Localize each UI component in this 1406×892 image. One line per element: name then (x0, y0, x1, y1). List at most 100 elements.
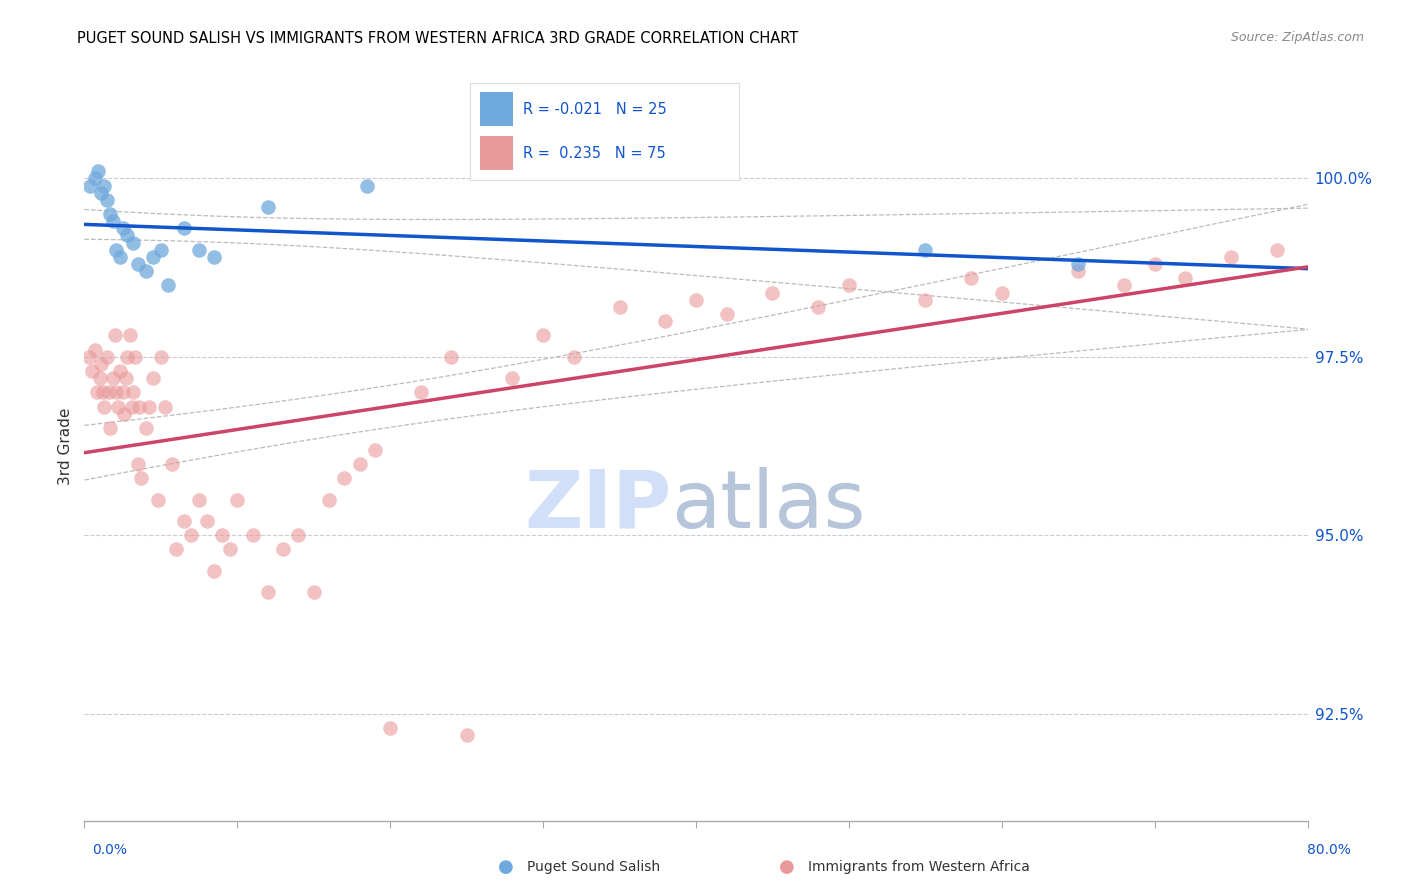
Point (108, 250, 131, 264)
Point (112, 407, 135, 421)
Point (685, 293, 707, 307)
Point (115, 350, 138, 364)
Text: Puget Sound Salish: Puget Sound Salish (527, 860, 661, 874)
Text: Immigrants from Western Africa: Immigrants from Western Africa (808, 860, 1031, 874)
Point (108, 364, 131, 378)
Point (173, 514, 195, 528)
Point (120, 328, 142, 343)
Point (105, 243, 128, 257)
Point (121, 400, 143, 414)
Point (173, 221, 195, 235)
Point (188, 492, 211, 507)
Point (226, 492, 249, 507)
Text: atlas: atlas (672, 467, 866, 545)
Point (124, 350, 146, 364)
Point (914, 293, 936, 307)
Y-axis label: 3rd Grade: 3rd Grade (58, 408, 73, 484)
Point (128, 400, 150, 414)
Point (180, 528, 202, 542)
Text: Source: ZipAtlas.com: Source: ZipAtlas.com (1230, 31, 1364, 45)
Point (838, 278, 860, 293)
Point (160, 457, 183, 471)
Text: 80.0%: 80.0% (1306, 843, 1351, 857)
Point (142, 371, 165, 385)
Point (914, 243, 936, 257)
Point (135, 264, 157, 278)
Point (107, 400, 129, 414)
Point (531, 328, 554, 343)
Text: 0.0%: 0.0% (93, 843, 127, 857)
Point (257, 200, 280, 214)
Point (1143, 257, 1166, 271)
Point (1114, 278, 1136, 293)
Point (122, 385, 145, 400)
Point (79, 178, 101, 193)
Point (122, 235, 145, 250)
Point (77, 350, 100, 364)
Text: ●: ● (498, 858, 515, 876)
Point (98, 421, 121, 435)
Point (716, 307, 738, 321)
Point (135, 421, 157, 435)
Point (364, 442, 387, 457)
Point (188, 243, 211, 257)
Point (202, 564, 225, 578)
Text: ZIP: ZIP (524, 467, 672, 545)
Point (98, 207, 121, 221)
Point (86, 385, 108, 400)
Point (271, 542, 294, 557)
Point (87, 164, 110, 178)
Point (97, 385, 120, 400)
Point (155, 400, 177, 414)
Point (654, 314, 676, 328)
Point (91, 385, 114, 400)
Point (287, 528, 309, 542)
Point (960, 271, 983, 285)
Point (157, 278, 180, 293)
Point (562, 350, 585, 364)
Point (333, 471, 356, 485)
Point (195, 514, 218, 528)
Point (84, 343, 107, 357)
Point (103, 371, 125, 385)
Text: PUGET SOUND SALISH VS IMMIGRANTS FROM WESTERN AFRICA 3RD GRADE CORRELATION CHART: PUGET SOUND SALISH VS IMMIGRANTS FROM WE… (77, 31, 799, 46)
Point (380, 721, 402, 735)
Point (114, 371, 136, 385)
Point (111, 221, 134, 235)
Point (129, 471, 152, 485)
Point (104, 328, 127, 343)
Point (142, 250, 165, 264)
Point (165, 542, 187, 557)
Point (318, 492, 340, 507)
Point (302, 585, 325, 599)
Point (127, 457, 149, 471)
Point (1265, 243, 1288, 257)
Point (149, 350, 172, 364)
Point (349, 457, 371, 471)
Point (146, 492, 169, 507)
Point (257, 585, 280, 599)
Point (105, 385, 128, 400)
Point (211, 528, 233, 542)
Point (456, 728, 478, 742)
Point (1067, 264, 1090, 278)
Point (90, 186, 112, 200)
Point (115, 228, 138, 243)
Point (103, 214, 125, 228)
Point (138, 400, 160, 414)
Point (149, 243, 172, 257)
Point (93, 178, 115, 193)
Point (80, 364, 103, 378)
Point (218, 542, 240, 557)
Point (202, 250, 225, 264)
Point (90, 357, 112, 371)
Point (84, 171, 107, 186)
Point (96, 350, 118, 364)
Point (1067, 257, 1090, 271)
Point (409, 385, 432, 400)
Point (356, 178, 378, 193)
Point (1174, 271, 1197, 285)
Point (111, 385, 134, 400)
Point (93, 400, 115, 414)
Point (502, 371, 524, 385)
